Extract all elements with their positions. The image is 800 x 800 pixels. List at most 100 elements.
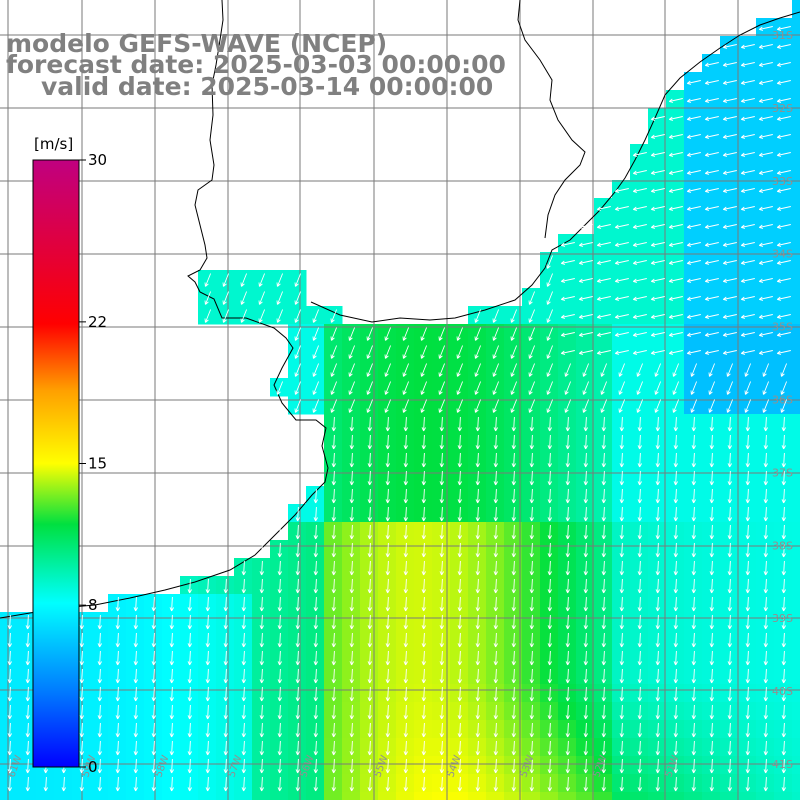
wind-speed-cell (720, 126, 739, 145)
wind-arrow (7, 686, 12, 702)
wind-speed-cell (648, 630, 667, 649)
wind-arrow (745, 704, 750, 720)
wind-arrow (547, 506, 552, 522)
wind-arrow (169, 776, 174, 792)
wind-arrow (583, 758, 588, 774)
wind-speed-cell (684, 180, 703, 199)
wind-speed-cell (792, 18, 800, 37)
wind-arrow (457, 722, 462, 738)
wind-speed-cell (738, 396, 757, 415)
wind-speed-cell (720, 162, 739, 181)
wind-arrow (740, 62, 755, 67)
wind-arrow (763, 614, 768, 630)
wind-speed-cell (774, 792, 793, 800)
wind-speed-cell (540, 432, 559, 451)
wind-arrow (672, 381, 680, 395)
wind-speed-cell (288, 630, 307, 649)
wind-speed-cell (792, 54, 800, 73)
wind-speed-cell (18, 648, 37, 667)
wind-speed-cell (486, 576, 505, 595)
wind-speed-cell (396, 774, 415, 793)
wind-arrow (493, 560, 498, 576)
wind-arrow (776, 350, 791, 355)
wind-speed-cell (540, 378, 559, 397)
wind-speed-cell (612, 738, 631, 757)
wind-arrow (668, 332, 683, 337)
wind-arrow (115, 740, 120, 756)
wind-speed-cell (378, 594, 397, 613)
wind-arrow (547, 488, 552, 504)
wind-arrow (438, 327, 446, 341)
wind-arrow (709, 560, 714, 576)
wind-speed-cell (612, 684, 631, 703)
wind-speed-cell (252, 774, 271, 793)
wind-speed-cell (414, 720, 433, 739)
wind-speed-cell (306, 342, 325, 361)
wind-speed-cell (504, 612, 523, 631)
wind-speed-cell (666, 720, 685, 739)
wind-arrow (511, 452, 516, 468)
wind-speed-cell (630, 504, 649, 523)
wind-arrow (722, 332, 737, 337)
wind-speed-cell (720, 414, 739, 433)
wind-speed-cell (738, 738, 757, 757)
wind-arrow (686, 350, 701, 355)
wind-arrow (776, 116, 791, 121)
wind-speed-cell (540, 396, 559, 415)
wind-speed-cell (504, 792, 523, 800)
wind-speed-cell (774, 252, 793, 271)
wind-speed-cell (540, 666, 559, 685)
wind-arrow (583, 704, 588, 720)
wind-arrow (511, 740, 516, 756)
wind-speed-cell (378, 378, 397, 397)
wind-arrow (781, 614, 786, 630)
wind-arrow (727, 722, 732, 738)
wind-arrow (439, 722, 444, 738)
wind-speed-cell (558, 270, 577, 289)
latitude-label: 33S (772, 175, 793, 188)
wind-speed-cell (306, 558, 325, 577)
wind-speed-cell (504, 774, 523, 793)
wind-arrow (349, 632, 354, 648)
wind-speed-cell (324, 756, 343, 775)
wind-arrow (330, 327, 338, 341)
wind-speed-cell (450, 648, 469, 667)
wind-arrow (438, 381, 446, 395)
wind-arrow (493, 488, 498, 504)
wind-speed-cell (648, 324, 667, 343)
wind-speed-cell (684, 792, 703, 800)
wind-speed-cell (414, 396, 433, 415)
wind-speed-cell (234, 756, 253, 775)
wind-arrow (704, 188, 719, 193)
wind-speed-cell (792, 504, 800, 523)
wind-speed-cell (396, 396, 415, 415)
wind-arrow (763, 668, 768, 684)
wind-arrow (727, 614, 732, 630)
wind-speed-cell (396, 666, 415, 685)
wind-arrow (745, 416, 750, 432)
wind-arrow (691, 740, 696, 756)
wind-speed-cell (108, 756, 127, 775)
wind-arrow (632, 350, 647, 355)
wind-speed-cell (234, 306, 253, 325)
wind-speed-cell (450, 360, 469, 379)
wind-speed-cell (756, 558, 775, 577)
wind-arrow (312, 363, 320, 377)
wind-arrow (758, 62, 773, 67)
wind-speed-cell (504, 702, 523, 721)
wind-arrow (151, 704, 156, 720)
wind-arrow (619, 452, 624, 468)
wind-arrow (277, 524, 282, 540)
wind-speed-cell (414, 360, 433, 379)
wind-arrow (722, 188, 737, 193)
wind-arrow (313, 542, 318, 558)
wind-speed-cell (468, 648, 487, 667)
wind-arrow (565, 578, 570, 594)
wind-speed-cell (324, 594, 343, 613)
wind-speed-cell (504, 324, 523, 343)
wind-speed-cell (576, 360, 595, 379)
wind-arrow (668, 278, 683, 283)
wind-arrow (726, 381, 734, 395)
wind-speed-cell (342, 666, 361, 685)
wind-speed-cell (576, 288, 595, 307)
